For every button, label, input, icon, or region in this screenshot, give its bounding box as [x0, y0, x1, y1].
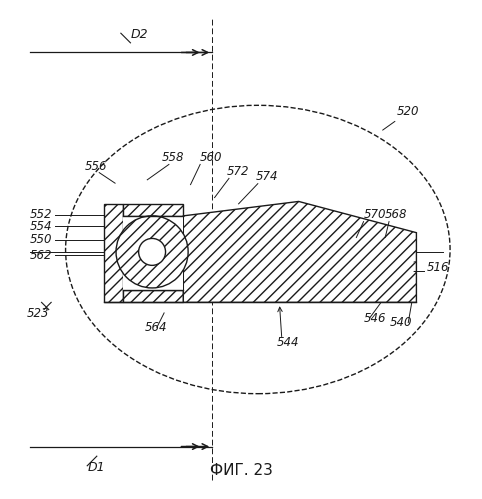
- Text: 558: 558: [161, 151, 184, 164]
- Polygon shape: [123, 216, 183, 290]
- Text: ФИГ. 23: ФИГ. 23: [210, 463, 272, 478]
- Polygon shape: [123, 204, 183, 216]
- Text: 568: 568: [385, 208, 408, 221]
- Text: 556: 556: [85, 160, 107, 173]
- Text: 570: 570: [363, 208, 386, 221]
- Text: D1: D1: [87, 461, 105, 474]
- Text: 520: 520: [397, 105, 420, 118]
- Text: 564: 564: [145, 321, 167, 334]
- Circle shape: [139, 239, 165, 265]
- Text: D2: D2: [131, 28, 148, 41]
- Text: 562: 562: [30, 249, 53, 262]
- Text: 544: 544: [277, 336, 299, 349]
- Text: 574: 574: [255, 170, 278, 183]
- Text: 546: 546: [363, 311, 386, 324]
- Circle shape: [116, 216, 188, 288]
- Text: 516: 516: [427, 261, 450, 274]
- Text: 560: 560: [200, 151, 223, 164]
- Text: 554: 554: [30, 220, 53, 233]
- Polygon shape: [104, 204, 123, 302]
- Text: 523: 523: [27, 307, 50, 320]
- Polygon shape: [123, 290, 183, 302]
- Text: 550: 550: [30, 234, 53, 247]
- Text: 572: 572: [227, 165, 249, 178]
- Polygon shape: [183, 202, 416, 302]
- Text: 540: 540: [390, 316, 413, 329]
- Text: 552: 552: [30, 209, 53, 222]
